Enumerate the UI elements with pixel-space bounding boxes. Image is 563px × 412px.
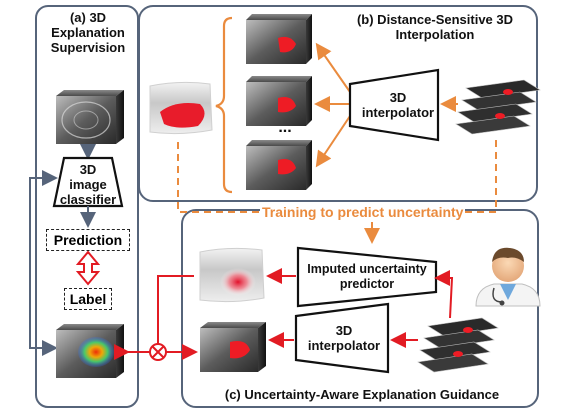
- sparse-slices-c: [417, 317, 499, 373]
- arrow-interp-to-b3: [315, 115, 351, 168]
- panel-a-title-line2: Explanation: [51, 25, 125, 40]
- ct-volume-b3: [246, 140, 312, 190]
- arrow-heatmap-to-classifier: [29, 170, 58, 349]
- uncertainty-predictor-label: Imputed uncertainty predictor: [300, 262, 434, 292]
- ct-volume-input: [56, 90, 124, 144]
- label-box: Label: [64, 288, 112, 310]
- panel-a-title-line1: (a) 3D: [69, 10, 107, 25]
- uncertainty-map-slab: [199, 247, 265, 303]
- ct-volume-b1: [246, 14, 312, 64]
- classifier-label-line2: image: [69, 177, 107, 192]
- uncertainty-predictor-label-line1: Imputed uncertainty: [307, 262, 427, 276]
- ct-volume-heatmap: [56, 324, 124, 378]
- sparse-slices-b: [455, 79, 541, 135]
- interpolator-b-label-line2: interpolator: [361, 105, 435, 120]
- otimes-cross-b: [151, 345, 165, 359]
- classifier-shape: [52, 156, 124, 208]
- orange-brace: [215, 16, 233, 194]
- arrow-interp-to-b1: [315, 42, 351, 93]
- interpolated-volume-slab: [149, 81, 213, 135]
- doctor-icon: [475, 247, 541, 307]
- interpolator-c-label: 3D interpolator: [302, 323, 386, 353]
- interpolator-b-shape: [348, 68, 440, 142]
- arrow-otimes-uncertainty: [157, 275, 194, 344]
- classifier-label-line1: 3D: [79, 162, 97, 177]
- dashed-training-right: [372, 140, 497, 213]
- panel-b-frame: [138, 5, 538, 202]
- interpolator-b-label: 3D interpolator: [360, 90, 436, 120]
- interpolator-c-shape: [294, 302, 390, 374]
- ellipsis-text: ...: [278, 119, 292, 136]
- interpolator-b-label-line1: 3D: [389, 90, 407, 105]
- classifier-label: 3D image classifier: [58, 162, 118, 207]
- red-double-arrow-prediction-label: [75, 250, 101, 286]
- training-text: Training to predict uncertainty: [260, 204, 466, 220]
- ct-volume-b2: [246, 76, 312, 126]
- predictor-shape: [296, 246, 438, 308]
- panel-a-frame: [35, 5, 139, 408]
- panel-a-title-line3: Supervision: [50, 40, 126, 55]
- panel-c-title: (c) Uncertainty-Aware Explanation Guidan…: [224, 387, 500, 402]
- panel-b-title-line2: Interpolation: [395, 27, 475, 42]
- ct-volume-c: [200, 322, 266, 372]
- classifier-label-line3: classifier: [59, 192, 117, 207]
- panel-b-title: (b) Distance-Sensitive 3D Interpolation: [330, 12, 540, 42]
- prediction-box: Prediction: [46, 229, 130, 251]
- panel-b-title-line1: (b) Distance-Sensitive 3D: [356, 12, 514, 27]
- panel-a-title: (a) 3D Explanation Supervision: [40, 10, 136, 55]
- uncertainty-predictor-label-line2: predictor: [339, 277, 395, 291]
- arrow-slices-to-predictor: [434, 270, 454, 319]
- interpolator-c-label-line1: 3D: [335, 323, 353, 338]
- interpolator-c-label-line2: interpolator: [307, 338, 381, 353]
